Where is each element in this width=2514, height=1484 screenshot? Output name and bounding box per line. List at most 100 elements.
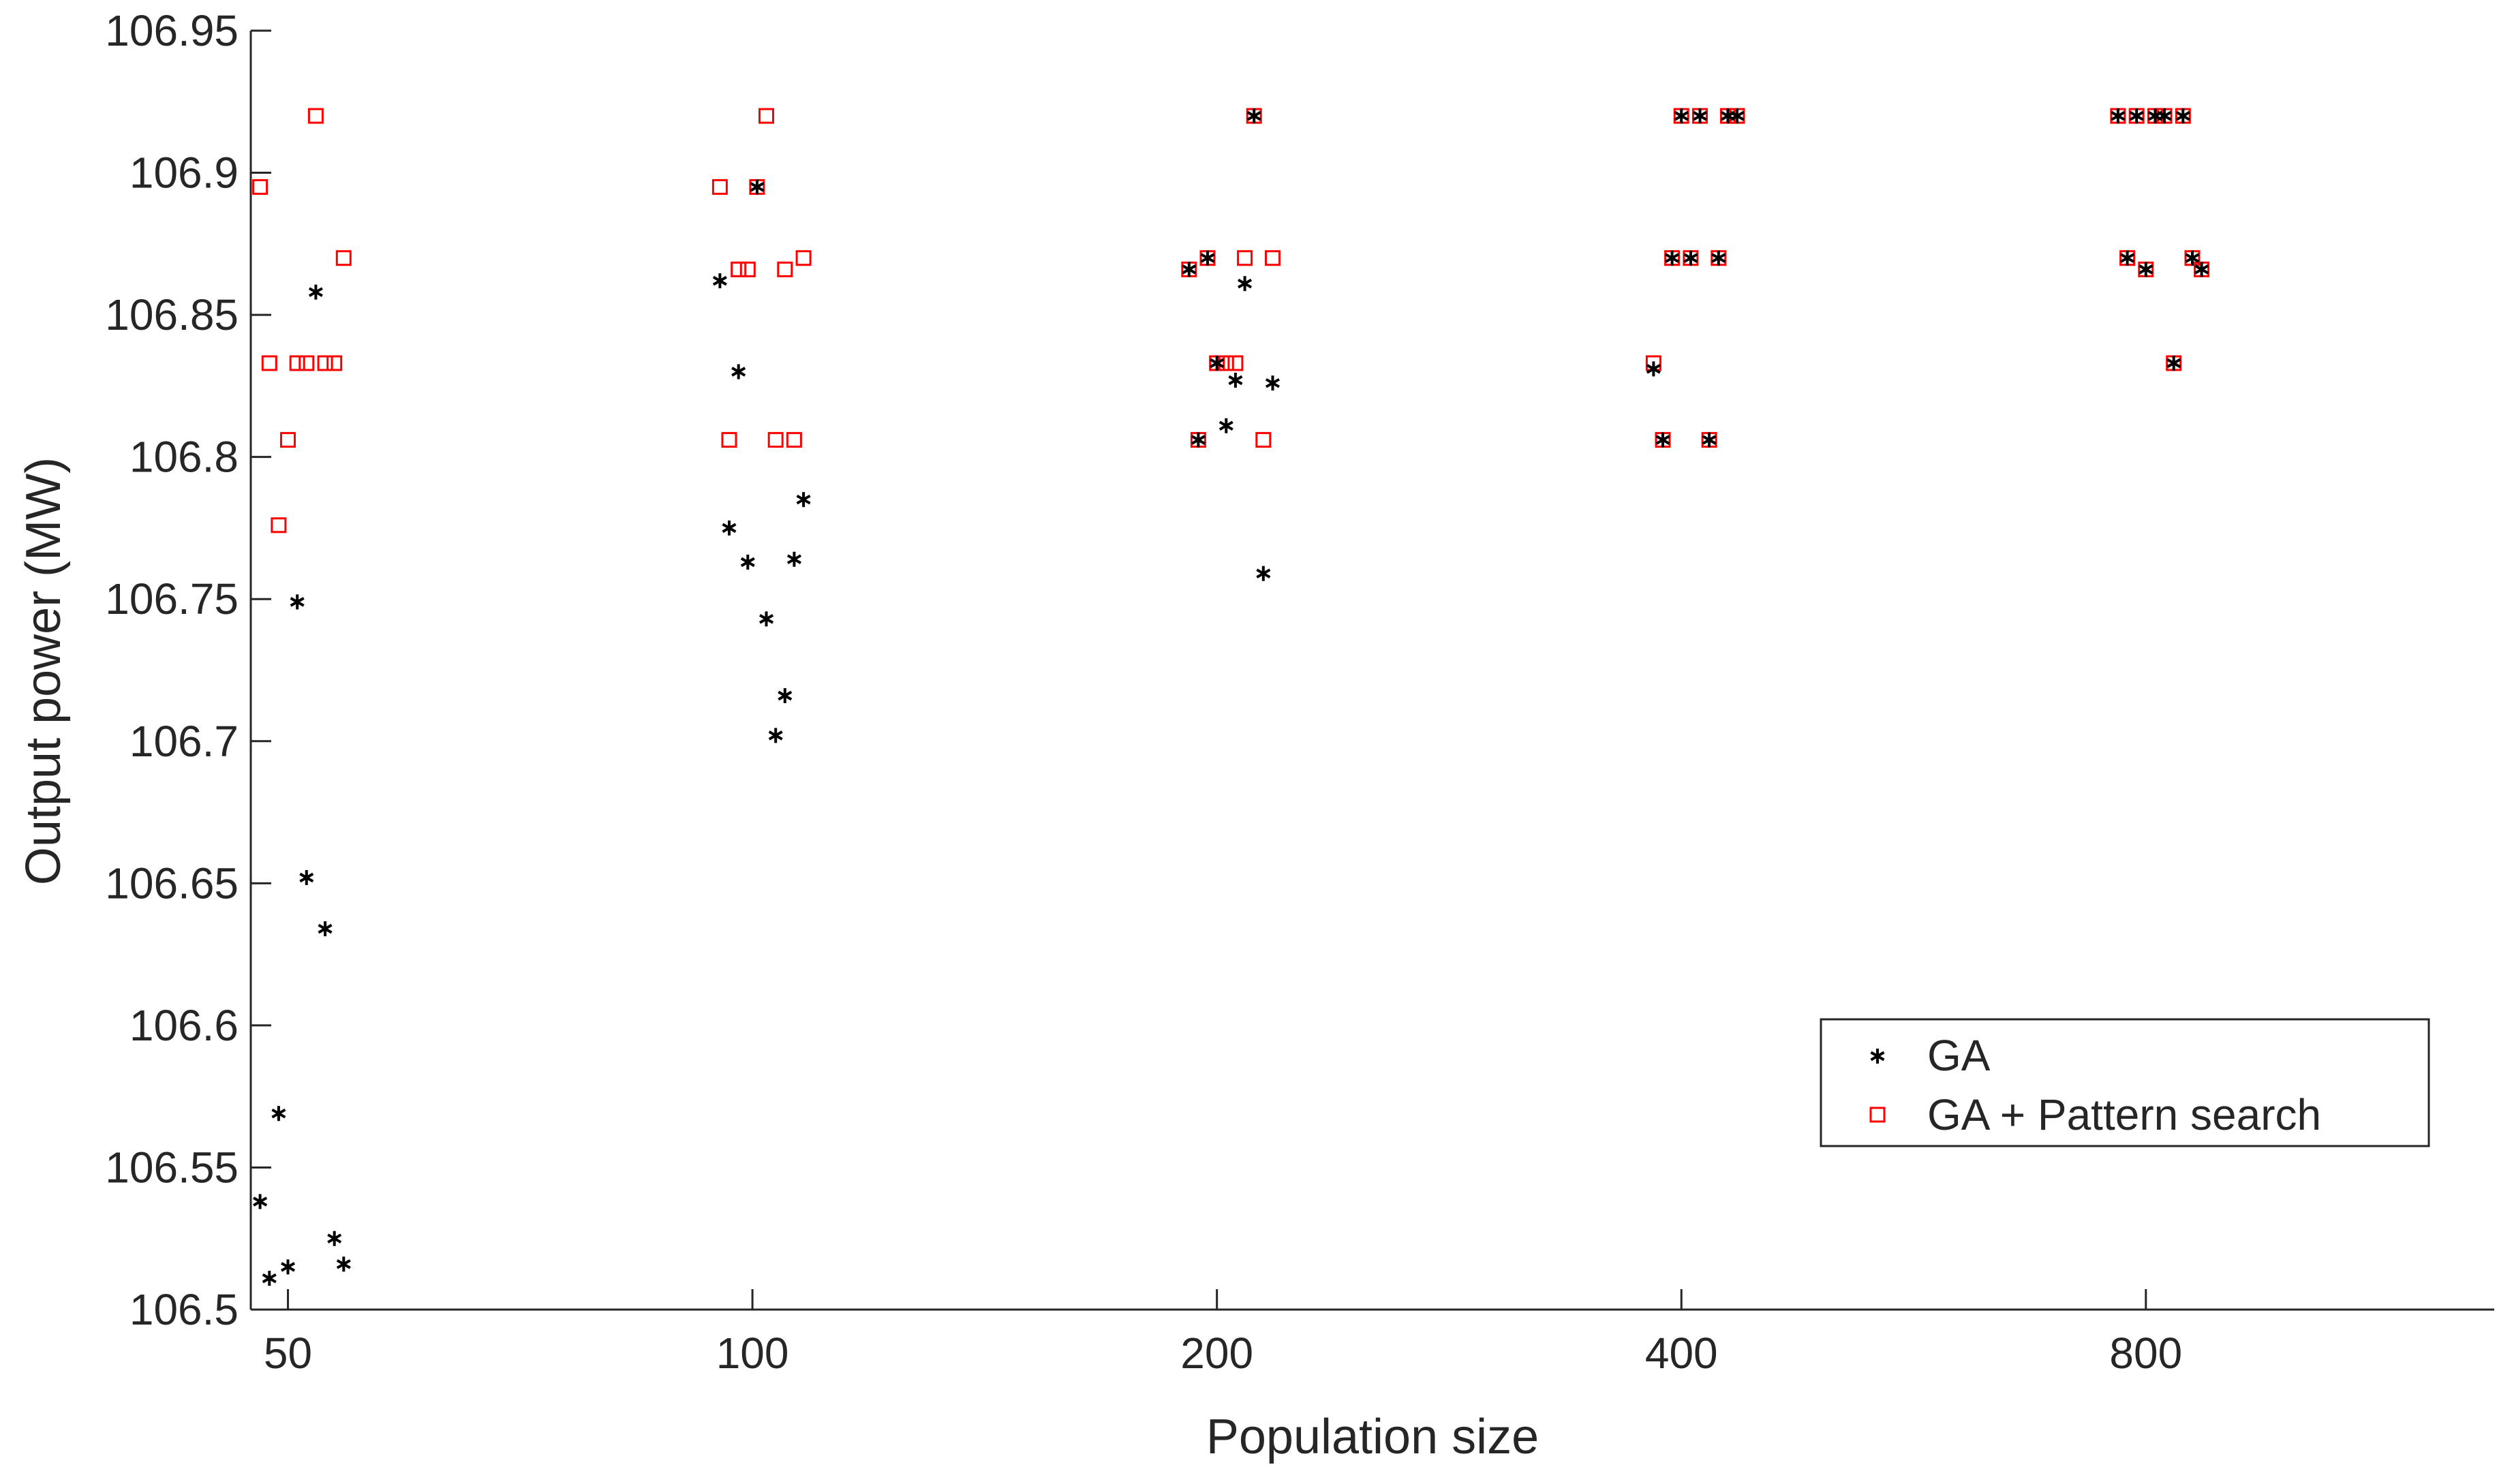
ga-pattern-search-point: [317, 355, 333, 371]
ga-point: [1238, 276, 1253, 292]
ga-point: [1228, 373, 1243, 388]
x-tick-label: 100: [716, 1329, 789, 1378]
x-tick-label: 200: [1180, 1329, 1253, 1378]
ga-point: [2175, 108, 2190, 124]
ga-pattern-search-point: [767, 432, 784, 448]
ga-pattern-search-point: [298, 355, 315, 371]
ga-point: [2139, 262, 2153, 277]
ga-point: [1265, 375, 1280, 391]
x-tick-label: 50: [264, 1329, 312, 1378]
legend-marker-ga-pattern-search: [1869, 1107, 1886, 1123]
ga-pattern-search-point: [252, 179, 269, 195]
ga-point: [759, 611, 774, 627]
ga-point: [1218, 418, 1233, 433]
y-axis-label: Output power (MW): [16, 457, 71, 885]
ga-point: [308, 284, 323, 300]
ga-point: [712, 273, 727, 289]
ga-point: [1646, 361, 1661, 377]
legend-symbol-asterisk: [1870, 1049, 1885, 1064]
series-ga: [253, 108, 2209, 1286]
ga-point: [1246, 108, 1261, 124]
x-axis-label: Population size: [1206, 1410, 1539, 1464]
plot-area: [252, 108, 2210, 1286]
ga-pattern-search-point: [711, 179, 728, 195]
ga-point: [2185, 250, 2200, 266]
ga-point: [290, 594, 305, 610]
x-tick-label: 400: [1645, 1329, 1718, 1378]
legend-label-ga: GA: [1927, 1031, 1991, 1080]
ga-point: [1683, 250, 1698, 266]
ga-point: [253, 1194, 268, 1209]
ga-pattern-search-point: [721, 432, 737, 448]
y-tick-label: 106.65: [105, 859, 239, 908]
ga-point: [281, 1259, 296, 1275]
ga-pattern-search-point: [795, 250, 812, 266]
y-tick-label: 106.5: [129, 1285, 239, 1334]
ga-pattern-search-point: [1265, 250, 1281, 266]
legend: GA GA + Pattern search: [1820, 1018, 2430, 1147]
axes: [249, 31, 2494, 1311]
ga-pattern-search-point: [1255, 432, 1272, 448]
ga-point: [1191, 432, 1206, 448]
ga-point: [1702, 432, 1717, 448]
ga-point: [768, 728, 783, 743]
ga-point: [2166, 356, 2181, 371]
ga-point: [2120, 250, 2135, 266]
ga-pattern-search-point: [731, 261, 747, 277]
ga-point: [1182, 262, 1197, 277]
ga-point: [778, 688, 793, 703]
ga-point: [2194, 262, 2209, 277]
ga-point: [271, 1106, 286, 1122]
legend-label-ga-pattern-search: GA + Pattern search: [1927, 1090, 2321, 1139]
ga-pattern-search-point: [307, 108, 324, 124]
y-tick-label: 106.6: [129, 1001, 239, 1050]
ga-point: [2129, 108, 2144, 124]
ga-point: [327, 1231, 342, 1246]
axis-ticks: 106.5 106.55 106.6 106.65 106.7 106.75 106.8 10…: [105, 6, 2182, 1378]
legend-item-ga-pattern-search: GA + Pattern search: [1869, 1090, 2321, 1139]
y-tick-label: 106.75: [105, 574, 239, 623]
ga-point: [740, 555, 755, 570]
ga-point: [299, 870, 314, 885]
ga-point: [1674, 108, 1689, 124]
y-tick-label: 106.55: [105, 1143, 239, 1192]
ga-pattern-search-point: [1237, 250, 1253, 266]
ga-pattern-search-point: [335, 250, 352, 266]
ga-point: [1210, 356, 1225, 371]
x-tick-label: 800: [2109, 1329, 2182, 1378]
y-tick-label: 106.7: [129, 717, 239, 766]
ga-point: [722, 520, 737, 536]
y-tick-label: 106.9: [129, 149, 239, 198]
ga-pattern-search-point: [777, 261, 793, 277]
y-tick-label: 106.85: [105, 290, 239, 339]
ga-point: [1200, 250, 1215, 266]
y-tick-label: 106.95: [105, 6, 239, 55]
ga-point: [1711, 250, 1726, 266]
ga-pattern-search-point: [261, 355, 277, 371]
ga-point: [336, 1256, 351, 1272]
ga-point: [731, 364, 746, 380]
ga-point: [786, 551, 801, 567]
ga-point: [1655, 432, 1670, 448]
ga-point: [318, 921, 333, 937]
legend-box: [1820, 1018, 2430, 1147]
legend-item-ga: GA: [1870, 1031, 1991, 1080]
y-tick-label: 106.8: [129, 433, 239, 482]
ga-point: [1665, 250, 1680, 266]
ga-pattern-search-point: [758, 108, 774, 124]
ga-pattern-search-point: [280, 432, 296, 448]
ga-point: [1730, 108, 1745, 124]
ga-point: [1692, 108, 1708, 124]
ga-point: [750, 179, 765, 195]
ga-point: [796, 492, 811, 508]
ga-pattern-search-point: [289, 355, 305, 371]
legend-symbol-square: [1869, 1107, 1886, 1123]
ga-pattern-search-point: [739, 261, 756, 277]
legend-marker-ga: [1870, 1049, 1885, 1064]
ga-point: [1256, 566, 1271, 581]
ga-point: [262, 1271, 277, 1286]
ga-point: [2157, 108, 2172, 124]
ga-pattern-search-point: [786, 432, 802, 448]
